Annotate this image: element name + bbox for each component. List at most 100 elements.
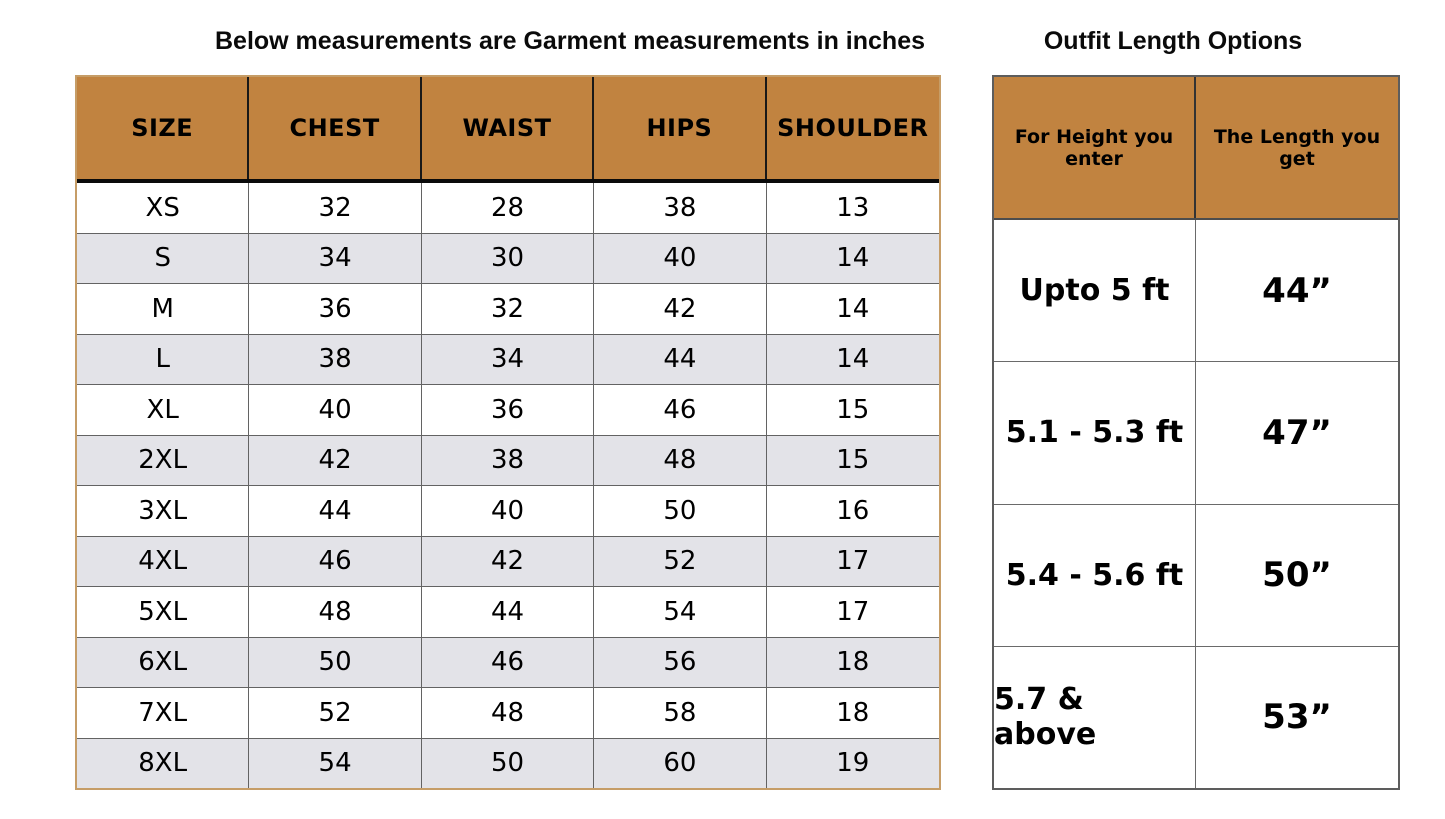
- length-value-cell: 44”: [1262, 270, 1332, 311]
- table-row: S 34 30 40 14: [77, 233, 939, 284]
- outfit-length-table: For Height you enter The Length you get …: [992, 75, 1400, 790]
- size-cell: 5XL: [77, 587, 250, 637]
- length-value-cell: 50”: [1262, 555, 1332, 596]
- shoulder-cell: 14: [836, 293, 870, 324]
- size-cell: 3XL: [77, 486, 250, 536]
- size-cell: XL: [77, 385, 250, 435]
- length-table-header-row: For Height you enter The Length you get: [994, 77, 1398, 220]
- table-row: 8XL 54 50 60 19: [77, 738, 939, 788]
- table-row: 4XL 46 42 52 17: [77, 536, 939, 587]
- size-cell: 2XL: [77, 435, 250, 485]
- table-row: XL 40 36 46 15: [77, 385, 939, 436]
- size-cell: XS: [77, 183, 250, 233]
- hips-cell: 58: [594, 688, 767, 738]
- hips-cell: 42: [594, 284, 767, 334]
- length-value-cell: 53”: [1262, 697, 1332, 738]
- length-value-cell: 47”: [1262, 412, 1332, 453]
- hips-cell: 38: [594, 183, 767, 233]
- chest-cell: 34: [249, 233, 422, 283]
- waist-cell: 40: [422, 486, 595, 536]
- size-cell: 4XL: [77, 536, 250, 586]
- table-row: 6XL 50 46 56 18: [77, 637, 939, 688]
- hips-cell: 54: [594, 587, 767, 637]
- table-row: 5XL 48 44 54 17: [77, 587, 939, 638]
- column-header-length: The Length you get: [1213, 125, 1381, 170]
- column-header-size: SIZE: [77, 77, 250, 179]
- chest-cell: 46: [249, 536, 422, 586]
- shoulder-cell: 17: [836, 546, 870, 577]
- height-range-cell: 5.7 & above: [994, 646, 1196, 788]
- table-row: 2XL 42 38 48 15: [77, 435, 939, 486]
- table-row: L 38 34 44 14: [77, 334, 939, 385]
- column-header-chest: CHEST: [249, 77, 422, 179]
- column-header-height: For Height you enter: [994, 77, 1196, 218]
- size-cell: M: [77, 284, 250, 334]
- hips-cell: 40: [594, 233, 767, 283]
- shoulder-cell: 17: [836, 596, 870, 627]
- hips-cell: 52: [594, 536, 767, 586]
- height-range-cell: 5.1 - 5.3 ft: [994, 362, 1196, 504]
- chest-cell: 38: [249, 334, 422, 384]
- chest-cell: 54: [249, 738, 422, 788]
- column-header-hips: HIPS: [594, 77, 767, 179]
- size-table-body: XS 32 28 38 13 S 34 30 40 14 M 36 32 42 …: [77, 183, 939, 788]
- shoulder-cell: 13: [836, 192, 870, 223]
- shoulder-cell: 14: [836, 344, 870, 375]
- hips-cell: 48: [594, 435, 767, 485]
- shoulder-cell: 18: [836, 647, 870, 678]
- hips-cell: 60: [594, 738, 767, 788]
- waist-cell: 36: [422, 385, 595, 435]
- waist-cell: 32: [422, 284, 595, 334]
- waist-cell: 48: [422, 688, 595, 738]
- table-row: M 36 32 42 14: [77, 284, 939, 335]
- size-cell: 7XL: [77, 688, 250, 738]
- table-row: 7XL 52 48 58 18: [77, 688, 939, 739]
- size-cell: L: [77, 334, 250, 384]
- outfit-length-title: Outfit Length Options: [1043, 27, 1303, 55]
- waist-cell: 50: [422, 738, 595, 788]
- height-range-cell: Upto 5 ft: [994, 220, 1196, 362]
- chest-cell: 52: [249, 688, 422, 738]
- column-header-waist: WAIST: [422, 77, 595, 179]
- table-row: Upto 5 ft 44”: [994, 220, 1398, 363]
- table-row: 5.4 - 5.6 ft 50”: [994, 504, 1398, 647]
- shoulder-cell: 15: [836, 394, 870, 425]
- hips-cell: 56: [594, 637, 767, 687]
- table-row: XS 32 28 38 13: [77, 183, 939, 234]
- chest-cell: 40: [249, 385, 422, 435]
- column-header-shoulder: SHOULDER: [777, 114, 929, 142]
- chest-cell: 36: [249, 284, 422, 334]
- height-range-cell: 5.4 - 5.6 ft: [994, 504, 1196, 646]
- size-cell: S: [77, 233, 250, 283]
- size-chart-title: Below measurements are Garment measureme…: [214, 27, 926, 55]
- chest-cell: 50: [249, 637, 422, 687]
- hips-cell: 46: [594, 385, 767, 435]
- size-table-header-row: SIZE CHEST WAIST HIPS SHOULDER: [77, 77, 939, 183]
- chest-cell: 42: [249, 435, 422, 485]
- garment-size-table: SIZE CHEST WAIST HIPS SHOULDER XS 32 28 …: [75, 75, 941, 790]
- size-cell: 8XL: [77, 738, 250, 788]
- waist-cell: 30: [422, 233, 595, 283]
- waist-cell: 46: [422, 637, 595, 687]
- shoulder-cell: 19: [836, 748, 870, 779]
- table-row: 3XL 44 40 50 16: [77, 486, 939, 537]
- waist-cell: 34: [422, 334, 595, 384]
- waist-cell: 42: [422, 536, 595, 586]
- size-cell: 6XL: [77, 637, 250, 687]
- chest-cell: 48: [249, 587, 422, 637]
- length-table-body: Upto 5 ft 44” 5.1 - 5.3 ft 47” 5.4 - 5.6…: [994, 220, 1398, 788]
- shoulder-cell: 14: [836, 243, 870, 274]
- chest-cell: 32: [249, 183, 422, 233]
- table-row: 5.7 & above 53”: [994, 646, 1398, 788]
- waist-cell: 44: [422, 587, 595, 637]
- hips-cell: 44: [594, 334, 767, 384]
- shoulder-cell: 16: [836, 495, 870, 526]
- chest-cell: 44: [249, 486, 422, 536]
- hips-cell: 50: [594, 486, 767, 536]
- shoulder-cell: 15: [836, 445, 870, 476]
- shoulder-cell: 18: [836, 697, 870, 728]
- waist-cell: 28: [422, 183, 595, 233]
- table-row: 5.1 - 5.3 ft 47”: [994, 362, 1398, 505]
- waist-cell: 38: [422, 435, 595, 485]
